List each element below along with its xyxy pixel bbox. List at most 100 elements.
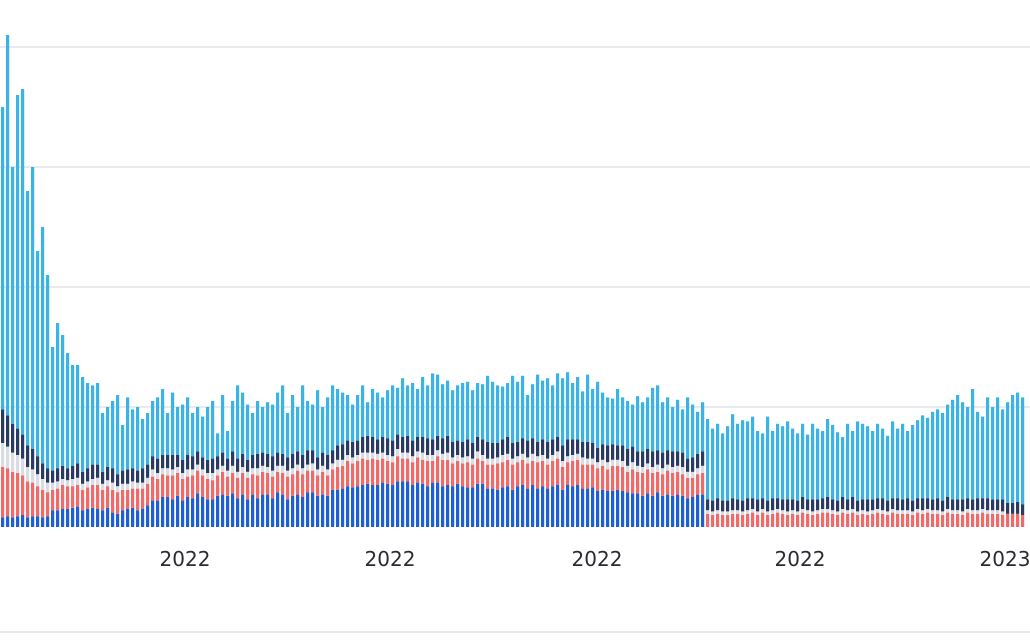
bar-86-segment-3 [426, 455, 430, 461]
bar-61-segment-2 [301, 474, 305, 497]
bar-93-segment-4 [461, 441, 465, 458]
bar-77-segment-2 [381, 458, 385, 483]
bar-73-segment-2 [361, 458, 365, 485]
bar-32-segment-5 [156, 397, 160, 459]
bar-48-segment-5 [236, 385, 240, 459]
bar-66-segment-2 [326, 475, 330, 496]
bar-83 [411, 383, 415, 527]
bar-53-segment-3 [261, 465, 265, 472]
bar-134-segment-4 [666, 450, 670, 465]
bar-129-segment-3 [641, 467, 645, 473]
bar-144-segment-2 [716, 513, 720, 527]
bar-105-segment-5 [521, 375, 525, 439]
bar-136-segment-3 [676, 465, 680, 472]
bar-55-segment-4 [271, 456, 275, 471]
bar-17-segment-3 [81, 483, 85, 490]
bar-39-segment-2 [191, 475, 195, 499]
bar-150-segment-4 [746, 498, 750, 511]
bar-58-segment-2 [286, 476, 290, 500]
bar-181-segment-5 [901, 423, 905, 500]
bar-100 [496, 385, 500, 527]
bar-173-segment-3 [861, 510, 865, 514]
bar-199-segment-2 [991, 513, 995, 527]
bar-69 [341, 392, 345, 527]
bar-10-segment-4 [46, 468, 50, 483]
bar-30-segment-4 [146, 464, 150, 478]
bar-205-segment-5 [1021, 397, 1025, 505]
bar-183 [911, 425, 915, 527]
bar-134-segment-2 [666, 470, 670, 495]
bar-152-segment-4 [756, 499, 760, 512]
bar-66-segment-3 [326, 469, 330, 476]
bar-168-segment-4 [836, 500, 840, 512]
bar-171-segment-2 [851, 512, 855, 527]
bar-122 [606, 397, 610, 527]
bar-47-segment-5 [231, 401, 235, 452]
bar-41 [201, 416, 205, 527]
bar-59-segment-2 [291, 474, 295, 496]
bar-194-segment-4 [966, 498, 970, 509]
bar-80-segment-4 [396, 434, 400, 449]
bar-57-segment-2 [281, 473, 285, 495]
bar-21-segment-3 [101, 483, 105, 490]
bar-170-segment-2 [846, 513, 850, 527]
bar-202-segment-2 [1006, 513, 1010, 527]
bar-163-segment-5 [811, 423, 815, 500]
bar-195-segment-5 [971, 389, 975, 500]
bar-19-segment-5 [91, 385, 95, 465]
bar-26-segment-1 [126, 509, 130, 527]
bar-16-segment-5 [76, 365, 80, 464]
bar-133-segment-3 [661, 468, 665, 475]
bar-47 [231, 401, 235, 527]
bar-39-segment-5 [191, 413, 195, 457]
bar-151 [751, 416, 755, 527]
bar-141-segment-2 [701, 473, 705, 495]
bar-13-segment-1 [61, 509, 65, 527]
bar-96 [476, 383, 480, 527]
bar-4-segment-4 [16, 428, 20, 455]
bar-42-segment-5 [206, 407, 210, 460]
bar-60 [296, 407, 300, 527]
bar-81-segment-3 [401, 452, 405, 459]
bar-165-segment-3 [821, 509, 825, 513]
bar-49-segment-1 [241, 494, 245, 527]
bar-97-segment-5 [481, 384, 485, 440]
bar-11 [51, 347, 55, 527]
bar-187 [931, 411, 935, 527]
bar-72-segment-2 [356, 461, 360, 487]
bar-6-segment-4 [26, 445, 30, 467]
bar-95-segment-3 [471, 458, 475, 465]
bar-40-segment-2 [196, 470, 200, 494]
bar-74-segment-2 [366, 459, 370, 484]
bar-190-segment-2 [946, 512, 950, 527]
bar-128-segment-2 [636, 471, 640, 494]
bar-57-segment-1 [281, 494, 285, 527]
bar-110 [546, 378, 550, 527]
bar-132 [656, 385, 660, 527]
bar-100-segment-4 [496, 443, 500, 458]
bar-125-segment-3 [621, 461, 625, 467]
bar-43-segment-2 [211, 480, 215, 500]
bar-61-segment-1 [301, 497, 305, 527]
bar-96-segment-2 [476, 458, 480, 484]
bar-178-segment-5 [886, 435, 890, 501]
bar-182-segment-3 [906, 510, 910, 514]
bar-114-segment-1 [566, 485, 570, 527]
bar-133 [661, 402, 665, 527]
bar-9-segment-2 [41, 489, 45, 518]
bar-85-segment-1 [421, 483, 425, 527]
bar-202 [1006, 402, 1010, 527]
bar-45-segment-5 [221, 395, 225, 453]
bar-106-segment-3 [526, 457, 530, 464]
bar-15-segment-2 [71, 486, 75, 508]
bar-124-segment-2 [616, 465, 620, 490]
bar-122-segment-5 [606, 397, 610, 446]
bar-28-segment-4 [136, 470, 140, 483]
bar-54 [266, 402, 270, 527]
bar-167-segment-3 [831, 510, 835, 514]
bar-28-segment-1 [136, 510, 140, 527]
bar-4-segment-1 [16, 516, 20, 527]
bar-192-segment-4 [956, 499, 960, 511]
bar-179 [891, 421, 895, 527]
bar-65-segment-5 [321, 407, 325, 453]
